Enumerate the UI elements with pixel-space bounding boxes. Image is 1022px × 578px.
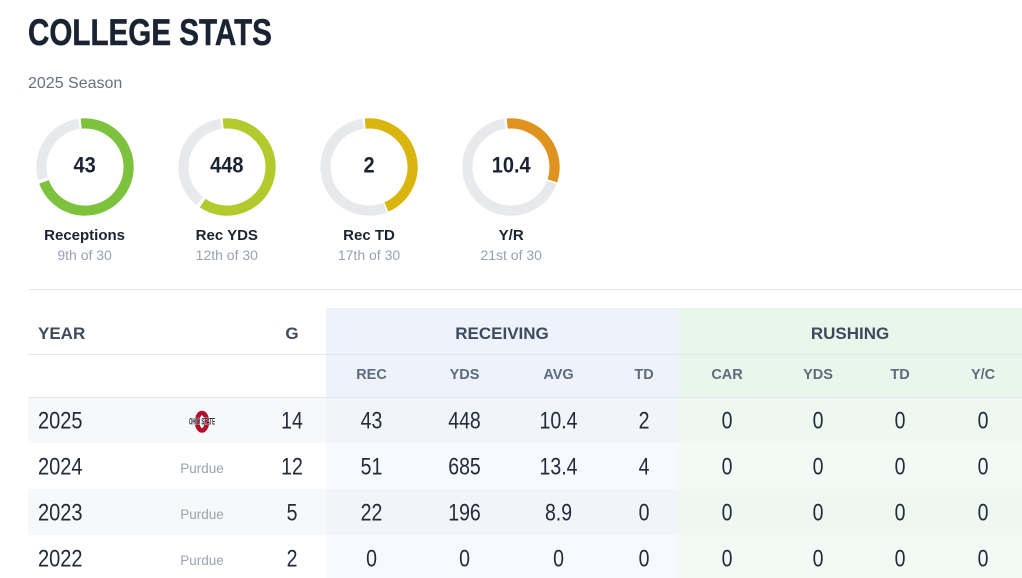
svg-text:OHIO STATE: OHIO STATE — [189, 416, 215, 426]
